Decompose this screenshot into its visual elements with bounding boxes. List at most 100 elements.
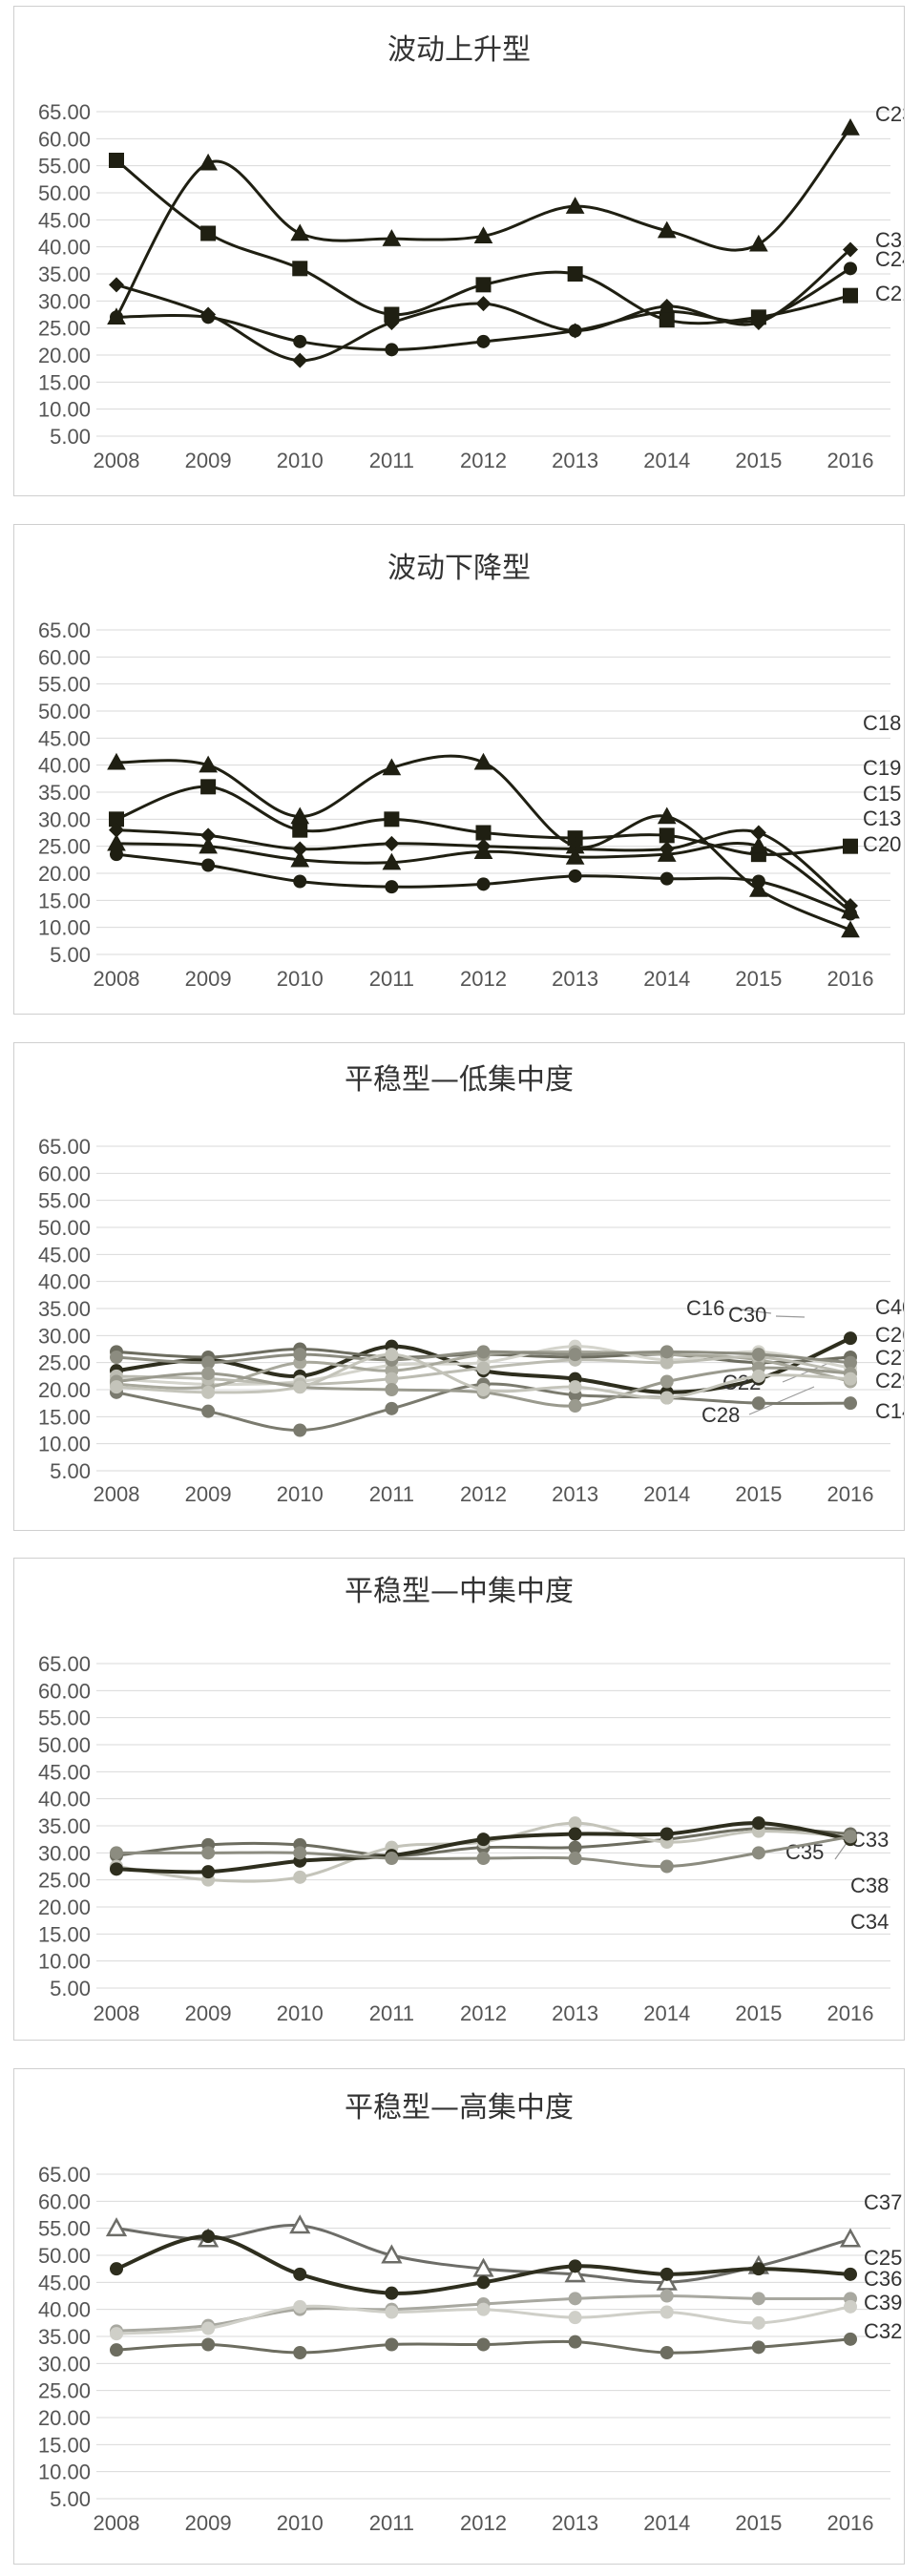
data-point [293, 2346, 307, 2359]
x-tick-label: 2014 [643, 449, 690, 472]
y-tick-label: 65.00 [38, 1652, 91, 1676]
x-tick-label: 2015 [735, 1482, 782, 1506]
data-point [201, 2230, 216, 2244]
data-point [385, 2286, 399, 2300]
x-tick-label: 2010 [277, 1482, 324, 1506]
y-tick-label: 50.00 [38, 1733, 91, 1757]
y-tick-label: 60.00 [38, 2189, 91, 2213]
data-point [384, 306, 400, 323]
data-point [841, 901, 860, 919]
data-point [659, 1355, 674, 1370]
x-tick-label: 2008 [94, 967, 140, 991]
x-tick-label: 2010 [277, 2511, 324, 2535]
data-point [751, 1396, 765, 1411]
x-tick-label: 2014 [643, 967, 690, 991]
label-leader-line [731, 1308, 772, 1314]
y-tick-label: 40.00 [38, 1788, 91, 1812]
data-point [385, 1401, 399, 1415]
data-point [109, 153, 124, 168]
series-C23 [107, 117, 860, 325]
data-point [844, 1830, 857, 1844]
data-point [568, 2259, 582, 2273]
data-point [476, 2337, 491, 2352]
data-point [659, 1391, 674, 1405]
data-point [292, 841, 308, 857]
data-point [749, 234, 768, 252]
data-point [841, 117, 860, 136]
data-point [568, 1399, 582, 1413]
data-point [201, 1385, 216, 1399]
x-tick-label: 2016 [827, 1482, 874, 1506]
data-point [476, 2275, 491, 2290]
data-point [568, 1852, 582, 1865]
data-point [109, 811, 124, 827]
data-point [476, 1852, 491, 1865]
x-tick-label: 2013 [552, 449, 598, 472]
data-point [105, 2217, 128, 2237]
x-tick-label: 2011 [369, 2511, 414, 2535]
data-point [290, 223, 310, 241]
x-tick-label: 2011 [369, 2001, 414, 2025]
data-point [385, 1852, 399, 1865]
data-point [201, 858, 216, 872]
data-point [841, 920, 860, 938]
series-label: C21 [875, 282, 904, 305]
data-point [749, 879, 768, 897]
series-label: C31 [875, 228, 904, 252]
x-tick-label: 2012 [460, 2001, 507, 2025]
data-point [293, 2267, 307, 2281]
data-point [110, 2343, 123, 2357]
data-point [384, 835, 400, 851]
series-label: C26 [875, 1323, 904, 1347]
y-tick-label: 50.00 [38, 181, 91, 205]
y-tick-label: 15.00 [38, 2433, 91, 2457]
y-tick-label: 20.00 [38, 2406, 91, 2430]
x-tick-label: 2016 [827, 2001, 874, 2025]
data-point [476, 2302, 491, 2316]
data-point [200, 779, 217, 795]
data-point [110, 1862, 123, 1876]
x-tick-label: 2010 [277, 449, 324, 472]
data-point [201, 2337, 216, 2352]
y-tick-label: 30.00 [38, 1841, 91, 1865]
chart-svg-stable-low: 平稳型—低集中度 5.00 10.00 15.00 20.00 25.00 30.00 35.… [38, 1063, 904, 1506]
data-point [751, 874, 765, 889]
label-leader-line [834, 1842, 848, 1860]
series-label: C32 [864, 2319, 902, 2343]
data-point [293, 874, 307, 889]
y-tick-label: 15.00 [38, 370, 91, 394]
data-point [201, 310, 216, 325]
data-point [199, 153, 218, 171]
data-point [565, 197, 585, 214]
data-point [751, 1816, 765, 1831]
y-tick-label: 45.00 [38, 1760, 91, 1784]
data-point [657, 220, 677, 239]
y-tick-label: 30.00 [38, 2352, 91, 2376]
data-point [476, 1383, 491, 1396]
series-C25 [110, 2230, 857, 2300]
y-tick-label: 30.00 [38, 807, 91, 831]
data-point [568, 1380, 582, 1394]
data-point [109, 277, 124, 293]
y-tick-label: 45.00 [38, 726, 91, 750]
data-point [568, 1348, 582, 1362]
data-point [844, 2299, 857, 2314]
x-tick-label: 2015 [735, 449, 782, 472]
y-tick-label: 20.00 [38, 344, 91, 367]
data-point [844, 262, 857, 276]
data-point [657, 806, 677, 825]
data-point [292, 822, 308, 838]
y-tick-label: 25.00 [38, 2379, 91, 2403]
x-tick-label: 2012 [460, 2511, 507, 2535]
x-tick-label: 2015 [735, 2001, 782, 2025]
y-tick-label: 40.00 [38, 236, 91, 260]
data-point [476, 877, 491, 891]
data-point [568, 2335, 582, 2349]
data-point [384, 811, 400, 827]
data-point [201, 1355, 216, 1370]
y-tick-label: 25.00 [38, 317, 91, 341]
x-tick-label: 2009 [185, 2001, 232, 2025]
x-tick-label: 2015 [735, 2511, 782, 2535]
data-point [659, 2289, 674, 2303]
